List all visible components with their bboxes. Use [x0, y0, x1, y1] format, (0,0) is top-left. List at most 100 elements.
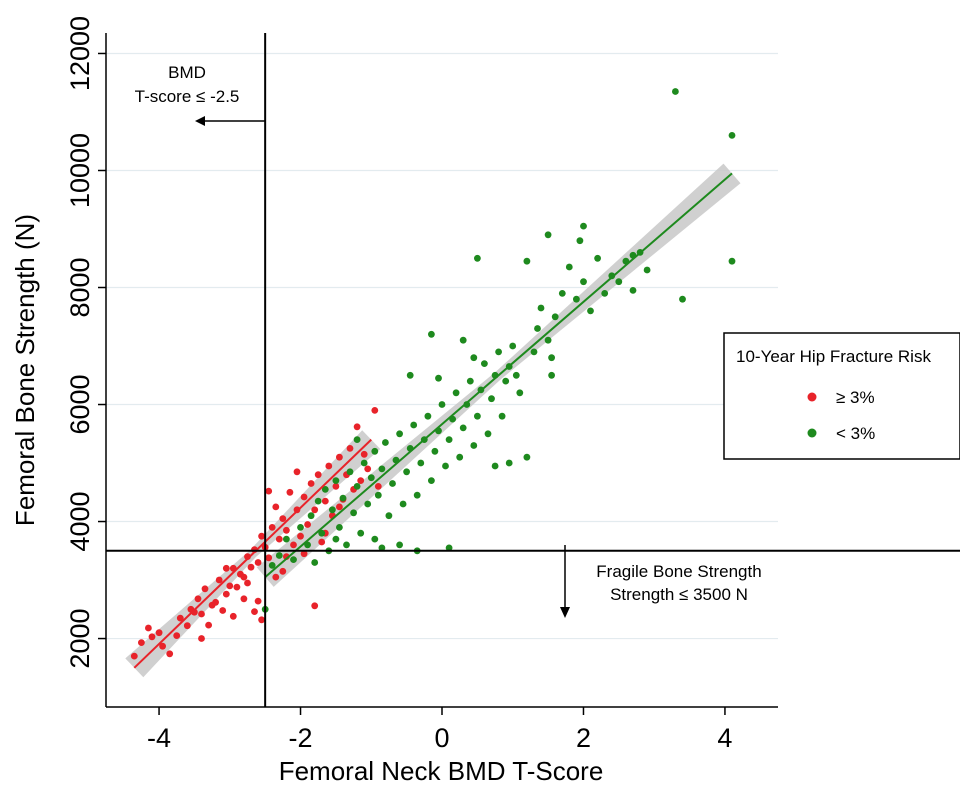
data-point-high-risk — [176, 614, 184, 622]
data-point-low-risk — [424, 412, 432, 420]
scatter-points — [130, 88, 736, 660]
data-point-low-risk — [297, 524, 304, 531]
data-point-low-risk — [332, 477, 340, 484]
data-point-low-risk — [679, 295, 686, 303]
data-point-low-risk — [502, 377, 510, 385]
data-point-high-risk — [272, 503, 280, 511]
axes — [98, 33, 778, 715]
data-point-high-risk — [159, 642, 167, 650]
data-point-high-risk — [215, 576, 223, 584]
data-point-low-risk — [410, 421, 418, 429]
data-point-low-risk — [438, 401, 446, 408]
y-tick-label: 4000 — [65, 491, 95, 551]
data-point-low-risk — [608, 272, 616, 280]
data-point-low-risk — [456, 453, 464, 461]
data-point-low-risk — [442, 462, 449, 470]
data-point-low-risk — [396, 430, 403, 438]
data-point-high-risk — [360, 450, 368, 458]
data-point-high-risk — [336, 453, 343, 461]
data-point-high-risk — [311, 602, 319, 610]
y-tick-label: 10000 — [65, 133, 95, 208]
data-point-high-risk — [240, 573, 248, 581]
data-point-high-risk — [321, 497, 329, 505]
data-point-low-risk — [371, 447, 379, 455]
data-point-low-risk — [512, 371, 520, 379]
data-point-high-risk — [286, 488, 294, 496]
data-point-low-risk — [728, 257, 736, 265]
data-point-high-risk — [138, 639, 145, 646]
data-point-high-risk — [332, 483, 340, 490]
data-point-low-risk — [283, 535, 290, 543]
data-point-high-risk — [226, 582, 234, 590]
data-point-low-risk — [275, 552, 283, 559]
data-point-low-risk — [435, 374, 442, 382]
x-tick-label: -2 — [289, 723, 313, 753]
data-point-high-risk — [307, 480, 315, 487]
data-point-low-risk — [544, 231, 552, 239]
data-point-high-risk — [251, 608, 258, 615]
data-point-low-risk — [268, 562, 276, 569]
data-point-high-risk — [222, 590, 230, 598]
data-point-low-risk — [428, 330, 435, 338]
bmd-annotation: BMD T-score ≤ -2.5 — [135, 63, 265, 126]
y-tick-label: 8000 — [65, 257, 95, 317]
x-tick-label: 2 — [576, 723, 591, 753]
legend-title: 10-Year Hip Fracture Risk — [736, 347, 931, 366]
data-point-low-risk — [580, 222, 587, 230]
data-point-low-risk — [491, 462, 499, 470]
data-point-low-risk — [516, 389, 524, 397]
data-point-high-risk — [279, 567, 287, 575]
data-point-high-risk — [229, 612, 237, 620]
data-point-high-risk — [247, 563, 255, 571]
data-point-low-risk — [353, 436, 361, 443]
data-point-high-risk — [268, 524, 276, 531]
data-point-low-risk — [523, 257, 531, 265]
data-point-high-risk — [258, 616, 265, 624]
data-point-low-risk — [371, 535, 379, 543]
data-point-low-risk — [580, 278, 587, 286]
data-point-low-risk — [643, 266, 651, 274]
data-point-low-risk — [565, 263, 573, 271]
data-point-high-risk — [336, 503, 343, 511]
data-point-high-risk — [254, 559, 262, 566]
data-point-low-risk — [314, 497, 322, 505]
data-point-low-risk — [417, 459, 425, 467]
data-point-low-risk — [463, 401, 471, 408]
data-point-high-risk — [219, 607, 227, 614]
data-point-high-risk — [194, 595, 202, 603]
data-point-high-risk — [198, 635, 205, 642]
data-point-high-risk — [279, 515, 287, 522]
data-point-low-risk — [332, 535, 340, 543]
data-point-low-risk — [413, 491, 421, 499]
data-point-high-risk — [311, 506, 319, 514]
legend: 10-Year Hip Fracture Risk ≥ 3% < 3% — [723, 332, 960, 460]
data-point-high-risk — [233, 583, 241, 591]
data-point-low-risk — [428, 477, 435, 484]
data-point-high-risk — [357, 477, 365, 484]
tick-labels: -4 -2 0 2 4 2000 4000 6000 8000 10000 12000 — [65, 16, 732, 753]
data-point-high-risk — [304, 521, 311, 528]
legend-label-high-risk: ≥ 3% — [836, 388, 875, 407]
data-point-low-risk — [459, 336, 467, 344]
data-point-low-risk — [357, 529, 365, 537]
data-point-high-risk — [201, 585, 209, 593]
data-point-low-risk — [505, 459, 513, 467]
x-tick-label: 4 — [717, 723, 732, 753]
data-point-high-risk — [212, 598, 220, 606]
y-tick-label: 12000 — [65, 16, 95, 91]
data-point-low-risk — [445, 544, 453, 552]
x-tick-label: 0 — [434, 723, 449, 753]
data-point-low-risk — [389, 480, 396, 487]
data-point-low-risk — [459, 424, 467, 432]
data-point-high-risk — [272, 573, 280, 581]
data-point-low-risk — [573, 295, 580, 303]
data-point-low-risk — [576, 237, 584, 245]
data-point-low-risk — [594, 254, 601, 262]
data-point-low-risk — [530, 348, 538, 356]
data-point-low-risk — [396, 541, 403, 549]
data-point-high-risk — [290, 541, 297, 549]
data-point-low-risk — [321, 486, 329, 493]
data-point-low-risk — [470, 442, 478, 449]
data-point-low-risk — [445, 436, 453, 443]
data-point-low-risk — [481, 360, 488, 367]
